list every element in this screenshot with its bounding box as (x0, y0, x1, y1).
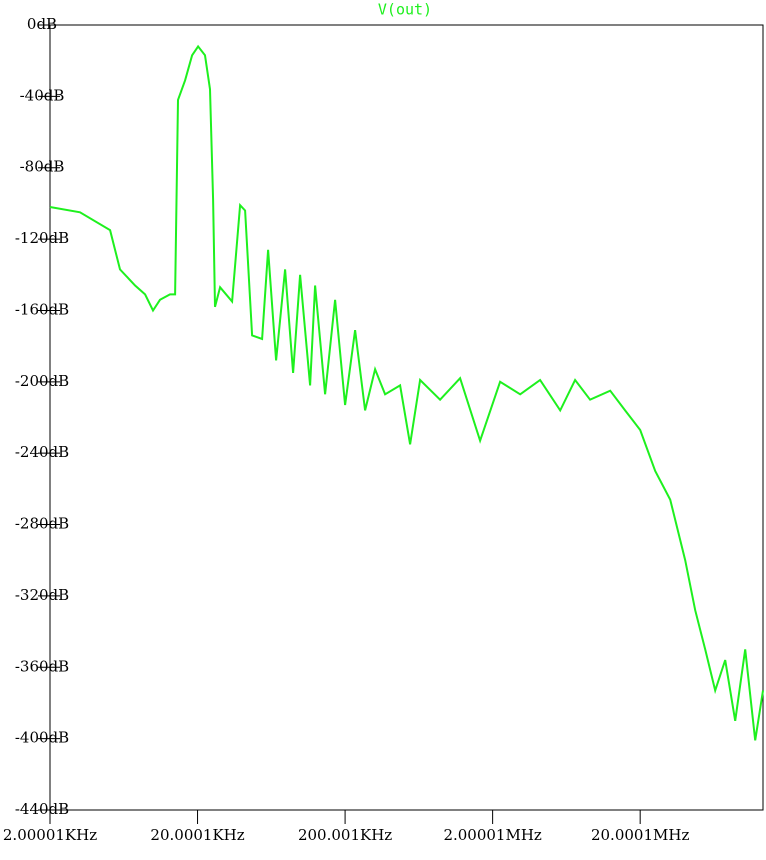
y-tick-label: 0dB (27, 15, 57, 33)
y-tick-label: -160dB (15, 300, 69, 318)
y-tick-label: -320dB (15, 586, 69, 604)
y-tick-label: -120dB (15, 229, 69, 247)
plot-frame (49, 24, 764, 811)
x-tick-label: 200.001KHz (298, 826, 392, 844)
y-tick-label: -200dB (15, 372, 69, 390)
series-line (49, 44, 764, 741)
x-tick-label: 20.0001KHz (150, 826, 244, 844)
y-tick-label: -40dB (20, 86, 65, 104)
y-tick-label: -400dB (15, 729, 69, 747)
y-tick-label: -440dB (15, 800, 69, 818)
y-tick-label: -80dB (20, 158, 65, 176)
x-tick-label: 20.0001MHz (591, 826, 689, 844)
y-tick-label: -360dB (15, 657, 69, 675)
y-tick-label: -240dB (15, 443, 69, 461)
x-tick-label: 2.00001KHz (3, 826, 97, 844)
x-tick-label: 2.00001MHz (443, 826, 541, 844)
chart-title: V(out) (378, 1, 432, 19)
y-tick-label: -280dB (15, 515, 69, 533)
